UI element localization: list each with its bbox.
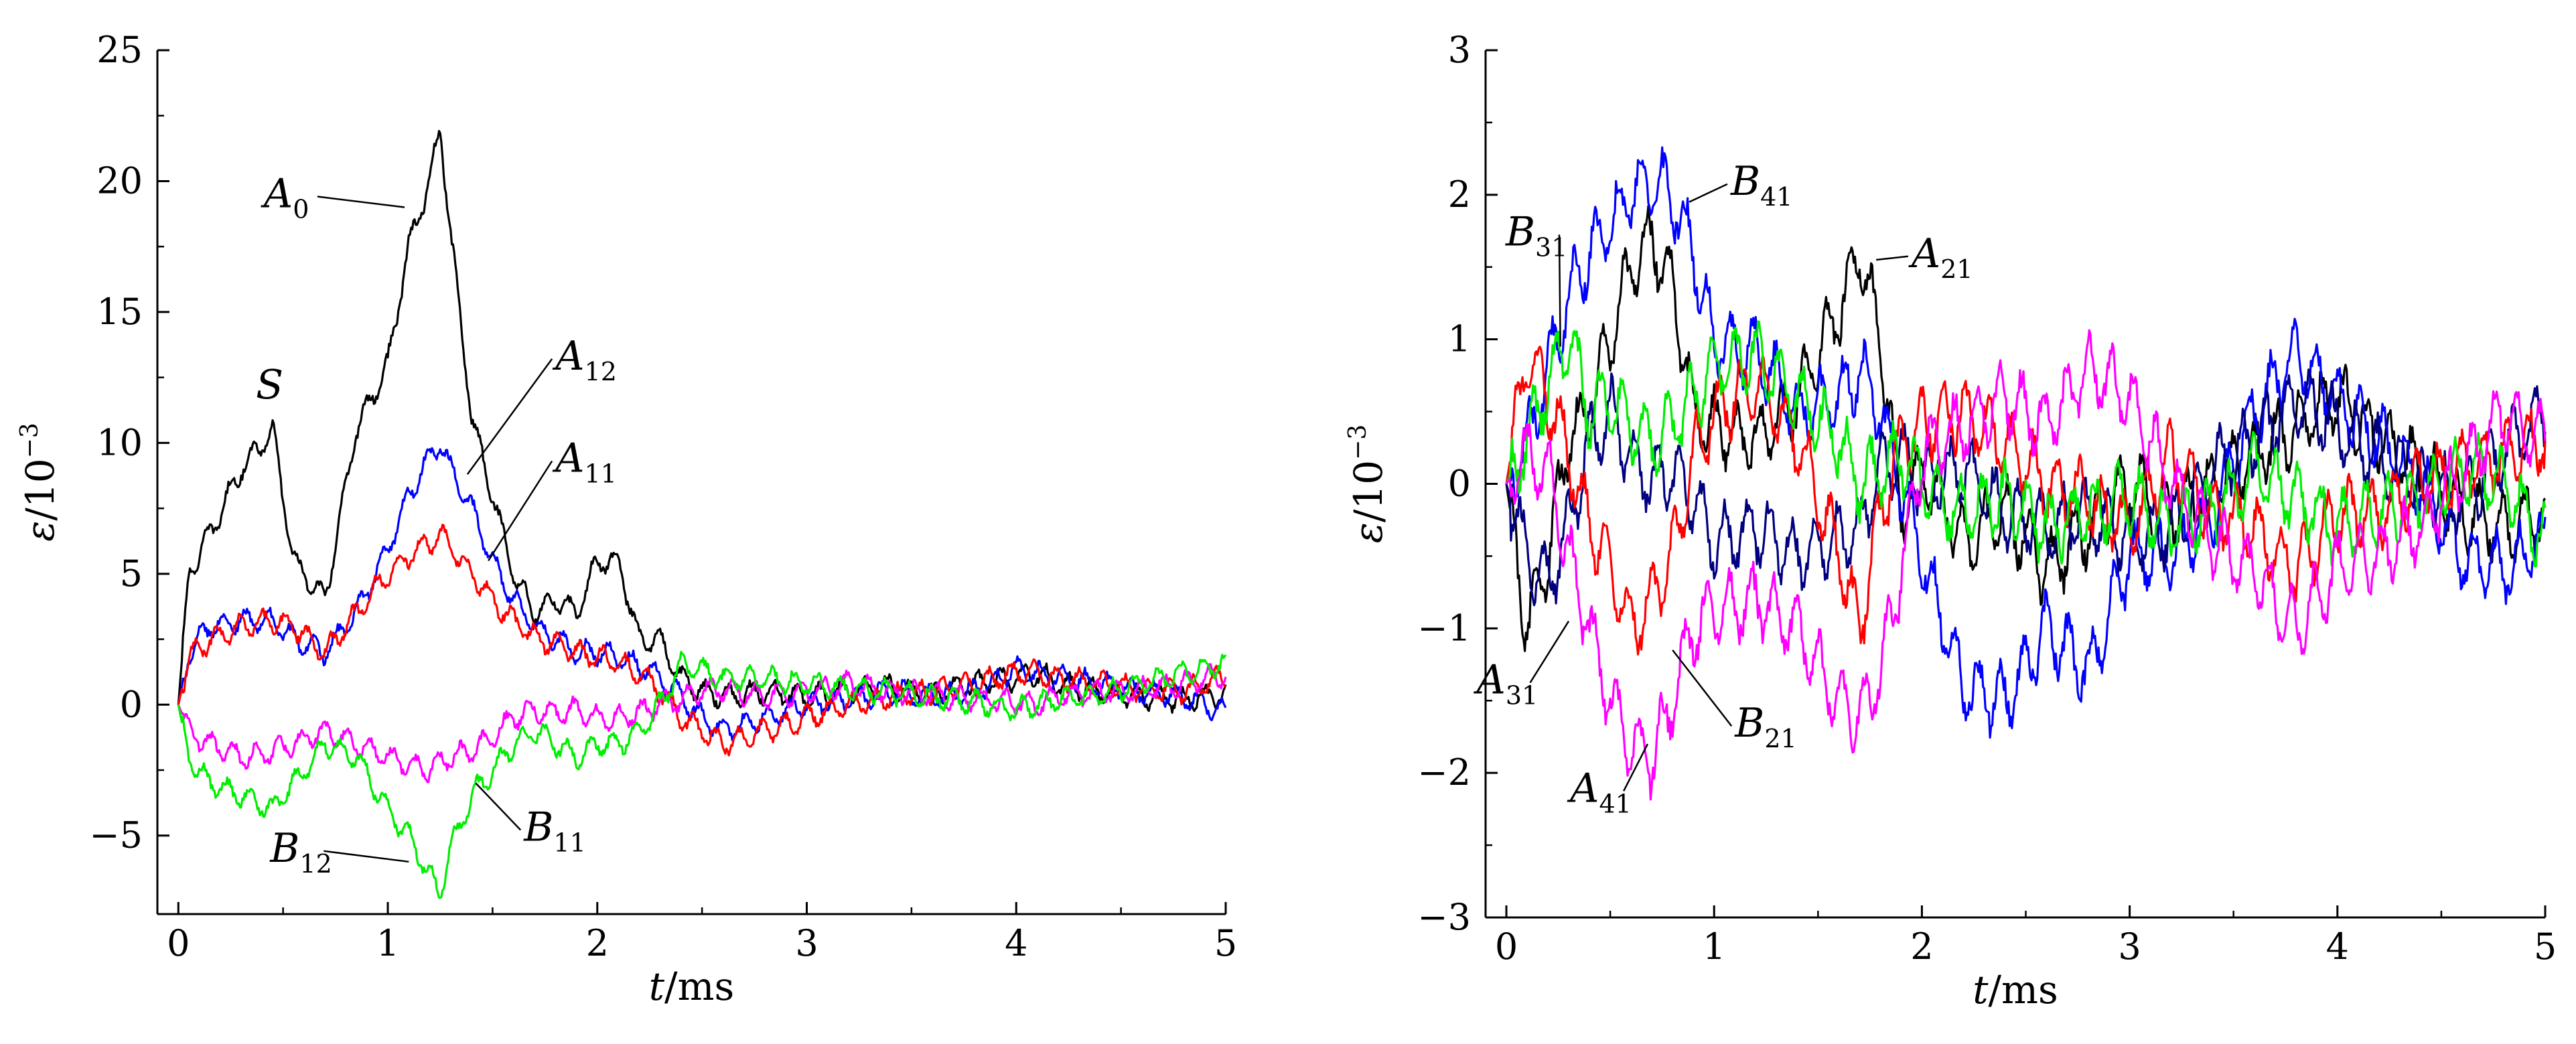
y-tick-label: 20 — [96, 159, 143, 202]
y-tick-label: 25 — [96, 29, 143, 71]
series-line-a11 — [177, 523, 1226, 757]
annotation-label-a41: A41 — [1567, 765, 1632, 818]
y-tick-label: −1 — [1417, 607, 1471, 649]
right-chart-annotations: B41 B31 A21 A31 B21 A41 — [1474, 158, 1973, 819]
y-tick-label: 3 — [1448, 29, 1471, 71]
annotation-label-a31: A31 — [1474, 656, 1539, 710]
y-tick-label: −5 — [89, 814, 143, 856]
annotation-label-b12: B12 — [269, 825, 332, 879]
series-line-a21 — [1505, 204, 2547, 652]
annotation-label-s: S — [256, 362, 283, 408]
series-line-a0 — [177, 130, 1227, 715]
x-tick-label: 5 — [2534, 925, 2557, 968]
left-chart-series — [177, 130, 1227, 899]
annotation-leader-line — [1672, 649, 1733, 727]
y-tick-label: 5 — [120, 552, 143, 595]
x-tick-label: 1 — [1703, 925, 1725, 968]
left-chart-axes: 0 1 2 3 4 5 −5 0 5 10 15 20 25 t/ms ε/10−3 — [16, 29, 1237, 1009]
x-axis-label: t/ms — [649, 964, 735, 1009]
annotation-leader-line — [1558, 234, 1561, 347]
x-tick-label: 4 — [1005, 922, 1027, 964]
x-tick-label: 5 — [1214, 922, 1237, 964]
series-line-b12 — [177, 650, 1227, 899]
x-axis-label: t/ms — [1973, 967, 2058, 1013]
y-tick-label: 15 — [96, 291, 143, 333]
annotation-leader-line — [1529, 620, 1570, 684]
annotation-leader-line — [1623, 743, 1649, 792]
annotation-label-a21: A21 — [1908, 230, 1973, 284]
x-tick-label: 3 — [795, 922, 818, 964]
annotation-label-a12: A12 — [552, 333, 617, 386]
left-chart-annotations: S A0 A12 A11 B11 B12 — [256, 171, 617, 879]
y-tick-label: 10 — [96, 421, 143, 463]
y-tick-label: 1 — [1448, 318, 1471, 360]
series-line-a31 — [1505, 320, 2547, 568]
series-line-b41 — [1505, 146, 2547, 739]
annotation-label-b31: B31 — [1505, 208, 1567, 262]
y-tick-label: 0 — [1448, 463, 1471, 505]
annotation-leader-line — [317, 196, 405, 208]
series-line-b11 — [177, 663, 1227, 784]
series-line-a41 — [1505, 329, 2547, 801]
annotation-leader-line — [488, 460, 553, 561]
annotation-leader-line — [475, 782, 522, 831]
annotation-label-b21: B21 — [1734, 700, 1796, 753]
y-tick-label: −2 — [1417, 751, 1471, 794]
series-line-b31 — [1505, 368, 2547, 607]
annotation-leader-line — [1876, 255, 1909, 261]
left-chart-panel: 0 1 2 3 4 5 −5 0 5 10 15 20 25 t/ms ε/10−3 S A0 A12 A11 B1… — [16, 29, 1237, 1009]
annotation-label-b11: B11 — [523, 804, 585, 858]
x-tick-label: 2 — [1910, 925, 1933, 968]
annotation-label-b41: B41 — [1730, 158, 1792, 212]
x-tick-label: 4 — [2326, 925, 2349, 968]
annotation-label-a0: A0 — [261, 171, 309, 224]
annotation-leader-line — [1689, 183, 1728, 203]
y-tick-label: −3 — [1417, 896, 1471, 938]
annotation-label-a11: A11 — [552, 435, 617, 488]
series-line-b21 — [1505, 346, 2547, 656]
x-tick-label: 0 — [167, 922, 190, 964]
annotation-leader-line — [324, 850, 409, 863]
x-tick-label: 0 — [1495, 925, 1518, 968]
annotation-leader-line — [466, 358, 553, 475]
y-axis-label: ε/10−3 — [16, 423, 63, 542]
x-tick-label: 1 — [376, 922, 399, 964]
x-tick-label: 3 — [2118, 925, 2141, 968]
x-tick-label: 2 — [586, 922, 609, 964]
right-chart-series — [1505, 146, 2547, 801]
y-tick-label: 0 — [120, 683, 143, 725]
y-axis-label: ε/10−3 — [1344, 425, 1391, 544]
right-chart-axes: 0 1 2 3 4 5 −3 −2 −1 0 1 2 3 t/ms ε/10−3 — [1344, 29, 2557, 1013]
y-tick-label: 2 — [1448, 173, 1471, 216]
